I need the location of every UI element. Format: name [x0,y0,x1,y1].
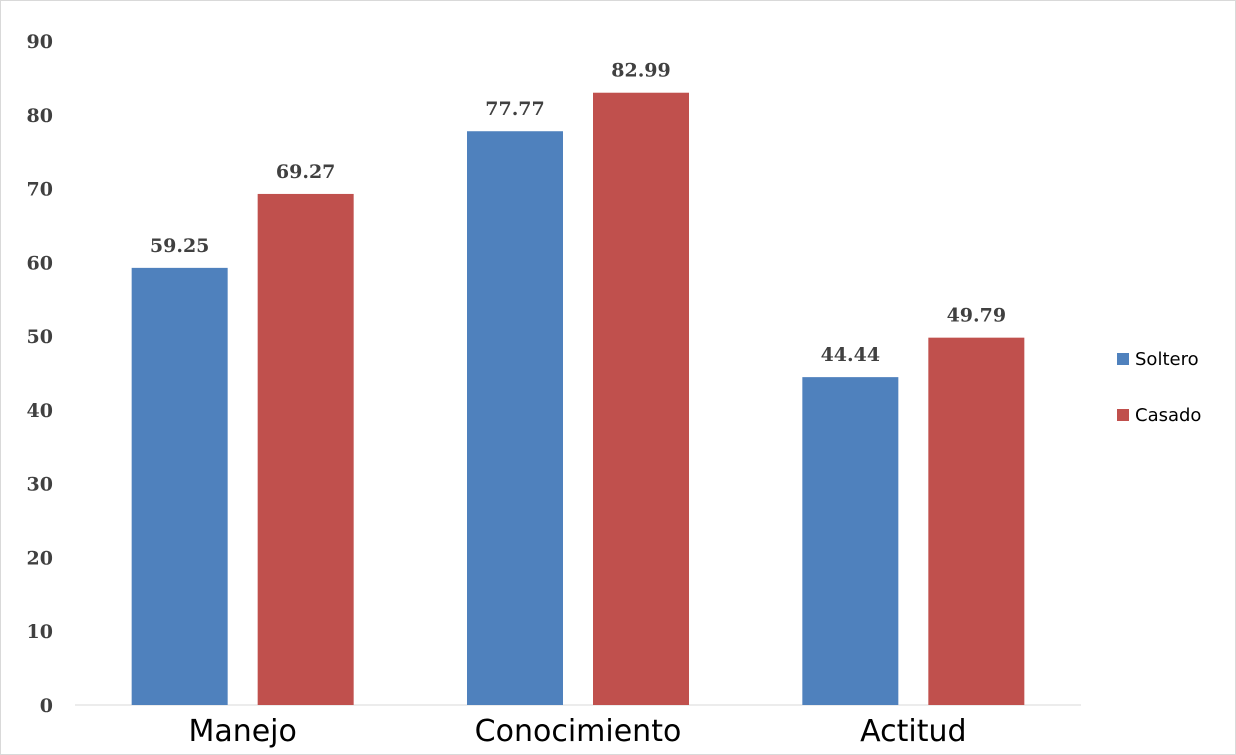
x-tick-label: Actitud [860,714,966,749]
y-tick-label: 60 [27,252,53,274]
bar-soltero-manejo [131,267,228,705]
y-tick-label: 10 [27,621,53,643]
y-tick-label: 20 [27,547,53,569]
bar-soltero-actitud [802,377,899,705]
data-label: 69.27 [276,161,336,183]
data-label: 49.79 [947,305,1007,327]
y-tick-label: 80 [27,105,53,127]
y-tick-label: 40 [27,400,53,422]
y-tick-label: 0 [40,695,53,717]
legend-swatch-casado [1117,409,1129,421]
bar-casado-actitud [928,337,1025,705]
legend-swatch-soltero [1117,353,1129,365]
data-label: 77.77 [485,98,545,120]
y-tick-label: 90 [27,31,53,53]
data-label: 44.44 [821,344,881,366]
x-tick-label: Conocimiento [475,714,682,749]
y-tick-label: 30 [27,474,53,496]
x-tick-label: Manejo [188,714,296,749]
y-tick-label: 70 [27,179,53,201]
bar-casado-conocimiento [593,92,689,706]
legend-label: Casado [1135,405,1201,426]
y-tick-label: 50 [27,326,53,348]
bar-casado-manejo [257,193,354,705]
legend-label: Soltero [1135,349,1199,370]
bar-soltero-conocimiento [467,131,563,705]
data-label: 59.25 [150,235,210,257]
data-label: 82.99 [611,60,671,82]
